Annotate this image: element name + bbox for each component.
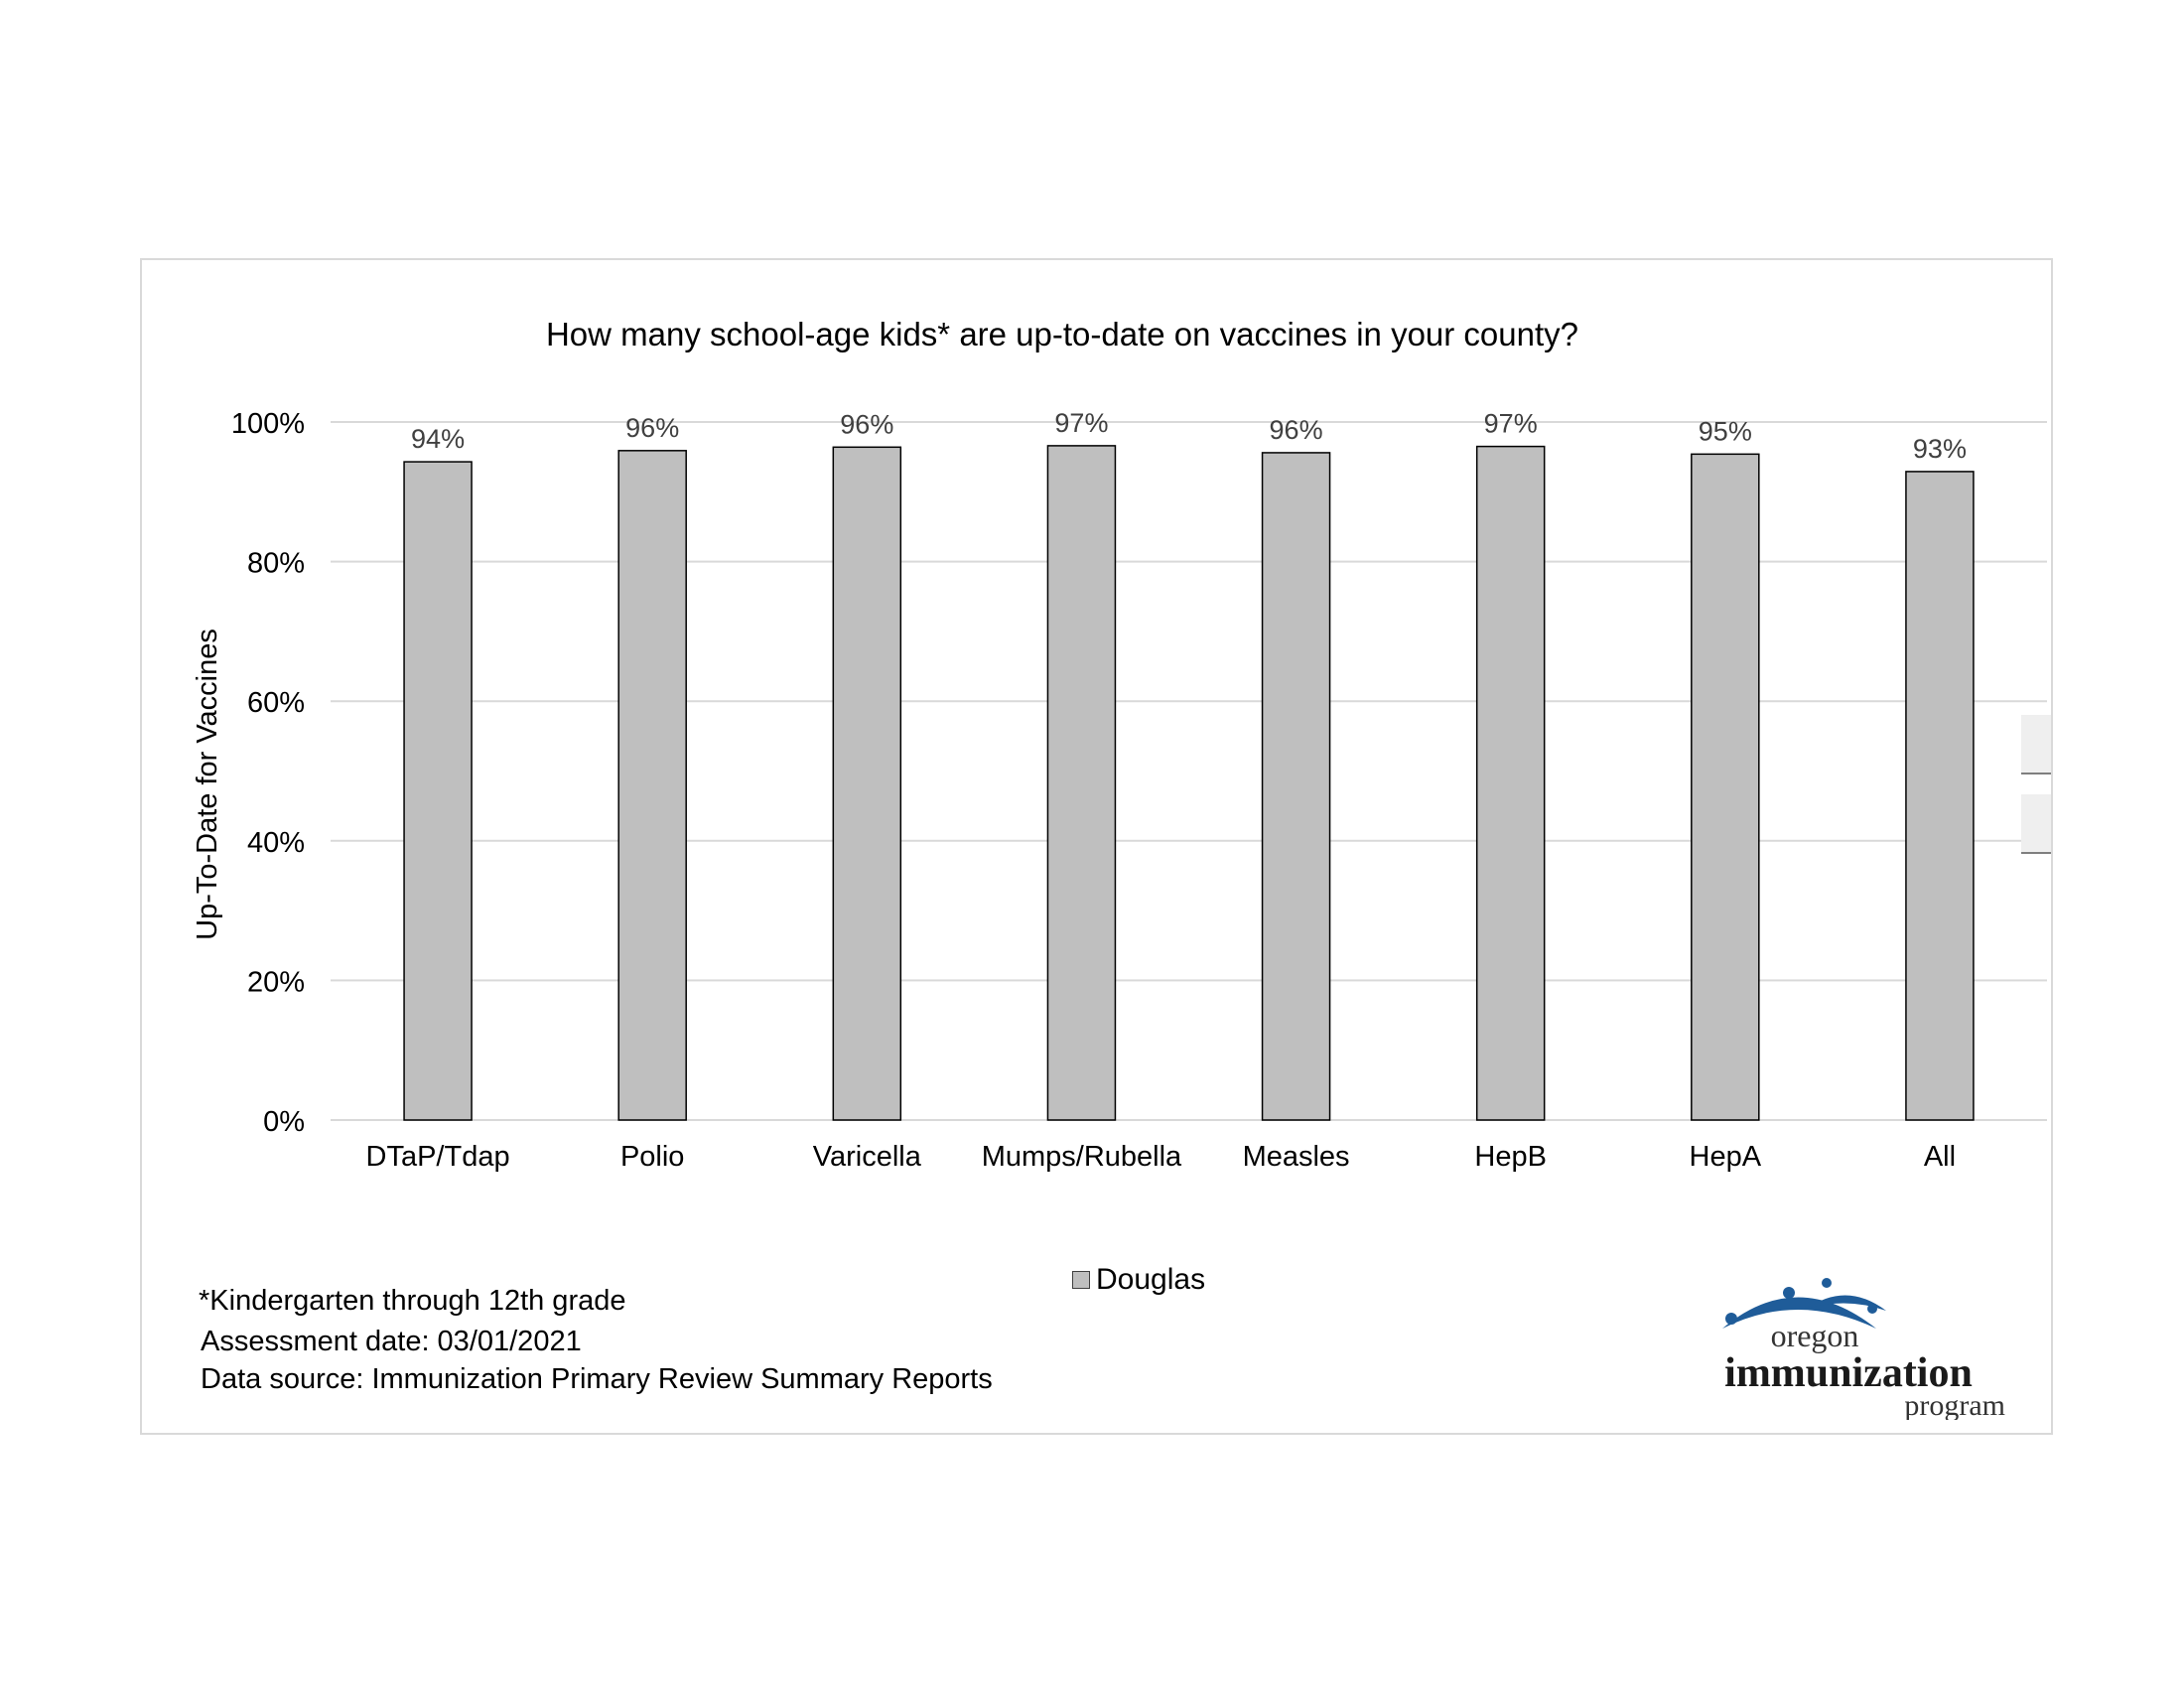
data-label: 97% xyxy=(1054,408,1108,438)
logo-figure-head-icon xyxy=(1867,1304,1877,1314)
side-tab-upper[interactable] xyxy=(2021,715,2051,774)
data-label: 96% xyxy=(840,409,893,439)
y-tick-label: 100% xyxy=(231,408,305,440)
logo-figure-head-icon xyxy=(1725,1313,1737,1325)
y-tick-label: 80% xyxy=(247,548,305,580)
bar xyxy=(1905,471,1975,1121)
y-axis-ticks: 0% 20% 40% 60% 80% 100% xyxy=(231,408,305,1138)
bar xyxy=(617,450,687,1121)
logo-line-oregon: oregon xyxy=(1771,1318,1859,1353)
logo-figure-head-icon xyxy=(1822,1278,1832,1288)
y-tick-label: 20% xyxy=(247,966,305,998)
legend: Douglas xyxy=(1072,1263,1205,1297)
data-label: 94% xyxy=(411,424,465,454)
data-label: 93% xyxy=(1913,434,1967,464)
side-tab-lower[interactable] xyxy=(2021,794,2051,854)
x-tick-label: Mumps/Rubella xyxy=(982,1141,1182,1173)
grid-lines xyxy=(331,421,2047,1121)
footnote-data-source: Data source: Immunization Primary Review… xyxy=(201,1363,993,1395)
logo-figure-head-icon xyxy=(1783,1287,1795,1299)
data-label: 97% xyxy=(1484,409,1538,439)
data-labels: 94% 96% 96% 97% 96% 97% 95% 93% xyxy=(411,408,1967,464)
x-tick-label: Measles xyxy=(1243,1141,1350,1173)
logo-arc-icon xyxy=(1722,1297,1876,1329)
logo-line-immunization: immunization xyxy=(1724,1350,1973,1396)
y-tick-label: 0% xyxy=(263,1106,305,1138)
bar xyxy=(1046,445,1117,1121)
logo-arc-small-icon xyxy=(1807,1295,1886,1311)
y-tick-label: 60% xyxy=(247,687,305,719)
legend-label: Douglas xyxy=(1096,1263,1206,1296)
logo-line-program: program xyxy=(1904,1389,2005,1420)
y-tick-label: 40% xyxy=(247,827,305,859)
bar xyxy=(403,461,473,1121)
data-label: 95% xyxy=(1699,416,1752,446)
footnote-assessment-date: Assessment date: 03/01/2021 xyxy=(201,1326,582,1357)
x-tick-label: DTaP/Tdap xyxy=(366,1141,510,1173)
y-axis-label: Up-To-Date for Vaccines xyxy=(192,629,223,940)
bar xyxy=(1475,445,1546,1121)
bars xyxy=(403,445,1975,1121)
x-tick-label: HepB xyxy=(1474,1141,1547,1173)
bar xyxy=(1691,453,1760,1121)
x-tick-label: All xyxy=(1924,1141,1956,1173)
x-tick-label: HepA xyxy=(1690,1141,1762,1173)
data-label: 96% xyxy=(625,413,679,443)
chart-title: How many school-age kids* are up-to-date… xyxy=(546,316,1578,352)
bar xyxy=(1261,452,1331,1121)
bar xyxy=(832,446,902,1121)
legend-swatch xyxy=(1072,1271,1090,1289)
x-tick-label: Polio xyxy=(620,1141,685,1173)
data-label: 96% xyxy=(1270,415,1323,445)
x-axis-ticks: DTaP/Tdap Polio Varicella Mumps/Rubella Meas… xyxy=(366,1141,1957,1173)
oregon-immunization-logo: oregon immunization program xyxy=(1722,1278,2005,1420)
footnote-grades: *Kindergarten through 12th grade xyxy=(199,1285,626,1317)
x-tick-label: Varicella xyxy=(813,1141,922,1173)
